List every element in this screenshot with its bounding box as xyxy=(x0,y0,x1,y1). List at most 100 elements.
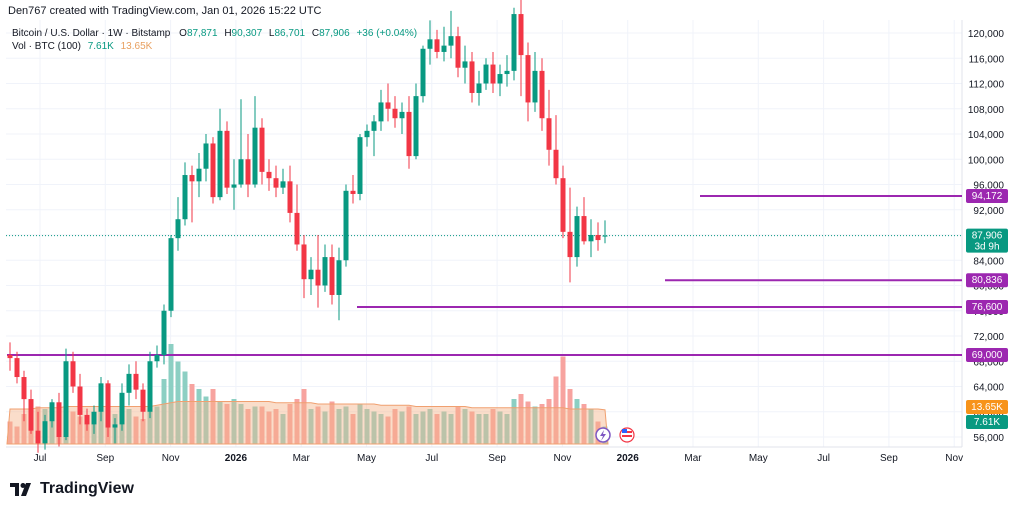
candle-body[interactable] xyxy=(343,190,349,261)
candle-body[interactable] xyxy=(455,36,461,68)
candle-body[interactable] xyxy=(231,184,237,188)
candle-body[interactable] xyxy=(238,159,244,185)
candle-body[interactable] xyxy=(154,354,160,362)
candle-body[interactable] xyxy=(336,260,342,295)
candle-body[interactable] xyxy=(546,118,552,150)
candle-body[interactable] xyxy=(168,238,174,311)
candle-body[interactable] xyxy=(483,64,489,84)
candle-body[interactable] xyxy=(14,358,20,378)
candle-body[interactable] xyxy=(245,159,251,185)
candle-body[interactable] xyxy=(196,168,202,182)
candle-body[interactable] xyxy=(490,64,496,84)
candle-body[interactable] xyxy=(140,389,146,412)
candle-body[interactable] xyxy=(147,361,153,412)
candle-body[interactable] xyxy=(413,96,419,157)
candle-body[interactable] xyxy=(581,216,587,242)
candle-body[interactable] xyxy=(56,402,62,437)
candle-body[interactable] xyxy=(203,143,209,169)
candle-body[interactable] xyxy=(182,175,188,220)
candle-body[interactable] xyxy=(294,212,300,245)
candle-body[interactable] xyxy=(308,269,314,280)
candle-body[interactable] xyxy=(406,111,412,157)
candle-body[interactable] xyxy=(504,70,510,75)
candle-body[interactable] xyxy=(63,361,69,437)
volume-title[interactable]: Vol · BTC (100) xyxy=(12,41,81,52)
candle-body[interactable] xyxy=(469,61,475,93)
candle-body[interactable] xyxy=(518,14,524,56)
candle-body[interactable] xyxy=(462,61,468,68)
volume-bar xyxy=(357,404,363,444)
candle-body[interactable] xyxy=(315,269,321,286)
candle-body[interactable] xyxy=(441,45,447,52)
candle-body[interactable] xyxy=(427,39,433,49)
volume-bar xyxy=(567,389,573,444)
candle-body[interactable] xyxy=(350,190,356,194)
candle-body[interactable] xyxy=(497,74,503,84)
candle-body[interactable] xyxy=(91,411,97,425)
candle-body[interactable] xyxy=(301,244,307,280)
candle-body[interactable] xyxy=(35,430,41,444)
candle-body[interactable] xyxy=(322,257,328,286)
candlesticks[interactable] xyxy=(7,0,608,453)
candle-body[interactable] xyxy=(574,216,580,258)
candle-body[interactable] xyxy=(280,181,286,188)
candle-body[interactable] xyxy=(273,178,279,188)
candle-body[interactable] xyxy=(126,373,132,393)
candle-body[interactable] xyxy=(434,39,440,52)
candle-body[interactable] xyxy=(217,130,223,198)
candle-body[interactable] xyxy=(511,14,517,71)
candle-body[interactable] xyxy=(532,70,538,103)
candle-body[interactable] xyxy=(329,257,335,295)
symbol-title[interactable]: Bitcoin / U.S. Dollar · 1W · Bitstamp xyxy=(12,28,171,39)
y-tick-label: 108,000 xyxy=(968,105,1005,116)
candle-body[interactable] xyxy=(210,143,216,198)
candle-body[interactable] xyxy=(448,36,454,46)
candle-body[interactable] xyxy=(119,392,125,425)
candle-body[interactable] xyxy=(539,70,545,119)
volume-bar xyxy=(217,401,223,444)
candle-body[interactable] xyxy=(364,130,370,138)
candle-body[interactable] xyxy=(371,121,377,131)
symbol-legend[interactable]: Bitcoin / U.S. Dollar · 1W · Bitstamp O8… xyxy=(12,28,417,39)
candle-body[interactable] xyxy=(595,235,601,241)
candle-body[interactable] xyxy=(399,111,405,119)
candle-body[interactable] xyxy=(378,102,384,122)
candle-body[interactable] xyxy=(224,130,230,188)
candle-body[interactable] xyxy=(98,383,104,412)
candle-body[interactable] xyxy=(567,231,573,258)
candle-body[interactable] xyxy=(287,181,293,213)
candle-body[interactable] xyxy=(357,137,363,194)
candle-body[interactable] xyxy=(77,386,83,415)
candle-body[interactable] xyxy=(385,102,391,109)
y-tick-label: 64,000 xyxy=(973,383,1004,394)
candle-body[interactable] xyxy=(161,310,167,355)
candle-body[interactable] xyxy=(252,127,258,185)
candle-body[interactable] xyxy=(7,354,13,359)
candle-body[interactable] xyxy=(21,377,27,400)
candle-body[interactable] xyxy=(259,127,265,172)
candle-body[interactable] xyxy=(476,83,482,93)
candle-body[interactable] xyxy=(189,175,195,182)
candle-body[interactable] xyxy=(105,383,111,428)
candle-body[interactable] xyxy=(133,373,139,390)
candle-body[interactable] xyxy=(392,108,398,119)
candle-body[interactable] xyxy=(175,219,181,239)
candle-body[interactable] xyxy=(560,178,566,232)
volume-legend[interactable]: Vol · BTC (100) 7.61K 13.65K xyxy=(12,41,152,52)
candle-body[interactable] xyxy=(525,55,531,103)
time-axis[interactable]: Jul Sep Nov 2026 Mar May Jul Sep Nov 2026 Mar May Ju… xyxy=(34,453,963,464)
candle-body[interactable] xyxy=(70,361,76,387)
candle-body[interactable] xyxy=(420,48,426,97)
candle-body[interactable] xyxy=(42,421,48,444)
candle-body[interactable] xyxy=(553,149,559,179)
candle-body[interactable] xyxy=(28,399,34,431)
level-badge-text: 94,172 xyxy=(972,191,1003,202)
candle-body[interactable] xyxy=(84,414,90,425)
candle-body[interactable] xyxy=(588,235,594,242)
tradingview-logo[interactable]: TradingView xyxy=(10,480,134,498)
candle-body[interactable] xyxy=(112,424,118,428)
candle-body[interactable] xyxy=(266,171,272,179)
candle-body[interactable] xyxy=(602,235,608,237)
candle-body[interactable] xyxy=(49,402,55,422)
